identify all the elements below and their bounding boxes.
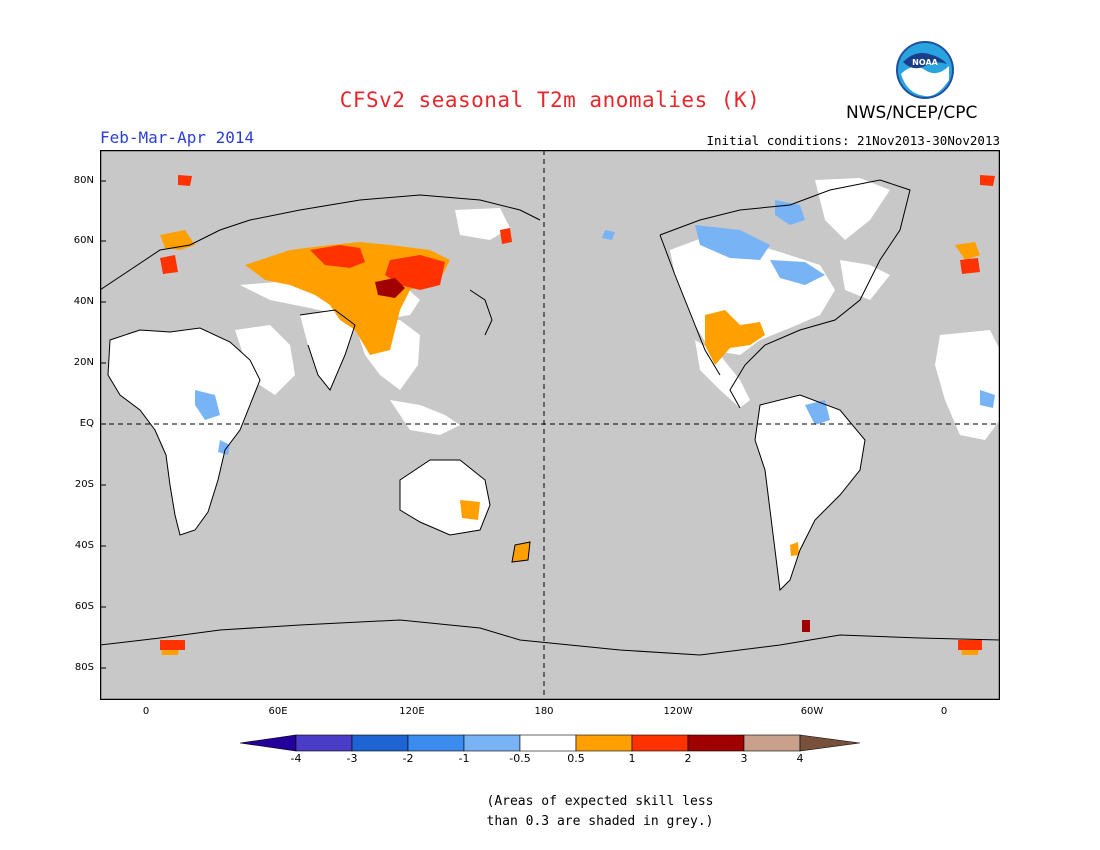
- legend-tick: -1: [458, 752, 470, 765]
- skill-note-line2: than 0.3 are shaded in grey.): [486, 814, 714, 829]
- coastlines: [100, 179, 1000, 656]
- forecast-period: Feb-Mar-Apr 2014: [100, 128, 255, 147]
- legend-tick: 3: [740, 752, 748, 765]
- logo-text: NOAA: [912, 58, 938, 67]
- positive-anomalies-strong: [375, 278, 810, 632]
- lat-label: 80N: [73, 175, 94, 186]
- positive-anomalies-medium: [160, 175, 995, 650]
- legend-swatch: [743, 734, 801, 752]
- legend-tick: -4: [290, 752, 302, 765]
- legend-swatch: [240, 734, 297, 752]
- legend-tick: 4: [796, 752, 804, 765]
- legend-swatch: [575, 734, 633, 752]
- noaa-logo: NOAA: [896, 41, 954, 99]
- lon-label: 60E: [268, 706, 288, 717]
- legend-swatch: [407, 734, 465, 752]
- legend-swatch: [463, 734, 521, 752]
- lat-label: EQ: [79, 418, 94, 429]
- legend-tick: 2: [684, 752, 692, 765]
- anomaly-map: [100, 150, 1000, 700]
- lat-label: 40N: [73, 296, 94, 307]
- legend-tick: -3: [346, 752, 358, 765]
- map-frame: [100, 150, 1000, 700]
- skill-note-line1: (Areas of expected skill less: [486, 794, 714, 809]
- legend-swatch: [519, 734, 577, 752]
- legend-tick: -2: [402, 752, 414, 765]
- legend-swatch: [799, 734, 860, 752]
- color-legend-bar: [240, 734, 860, 752]
- lat-label: 40S: [74, 540, 94, 551]
- legend-tick: 1: [628, 752, 636, 765]
- legend-swatch: [687, 734, 745, 752]
- lat-label: 60S: [74, 601, 94, 612]
- legend-tick: 0.5: [567, 752, 585, 765]
- agency-label: NWS/NCEP/CPC: [846, 103, 978, 123]
- lat-label: 20N: [73, 357, 94, 368]
- map-title: CFSv2 seasonal T2m anomalies (K): [339, 88, 761, 112]
- lon-label: 0: [142, 706, 150, 717]
- lat-label: 20S: [74, 479, 94, 490]
- lat-label: 80S: [74, 662, 94, 673]
- legend-tick: -0.5: [509, 752, 531, 765]
- lat-label: 60N: [73, 235, 94, 246]
- skill-note: (Areas of expected skill less than 0.3 a…: [470, 792, 730, 832]
- legend-swatch: [295, 734, 353, 752]
- initial-conditions: Initial conditions: 21Nov2013-30Nov2013: [706, 133, 1001, 148]
- lon-label: 120W: [663, 706, 693, 717]
- legend-swatch: [631, 734, 689, 752]
- lon-label: 0: [940, 706, 948, 717]
- legend-swatch: [351, 734, 409, 752]
- lon-label: 60W: [800, 706, 824, 717]
- lon-label: 120E: [399, 706, 425, 717]
- lon-label: 180: [534, 706, 554, 717]
